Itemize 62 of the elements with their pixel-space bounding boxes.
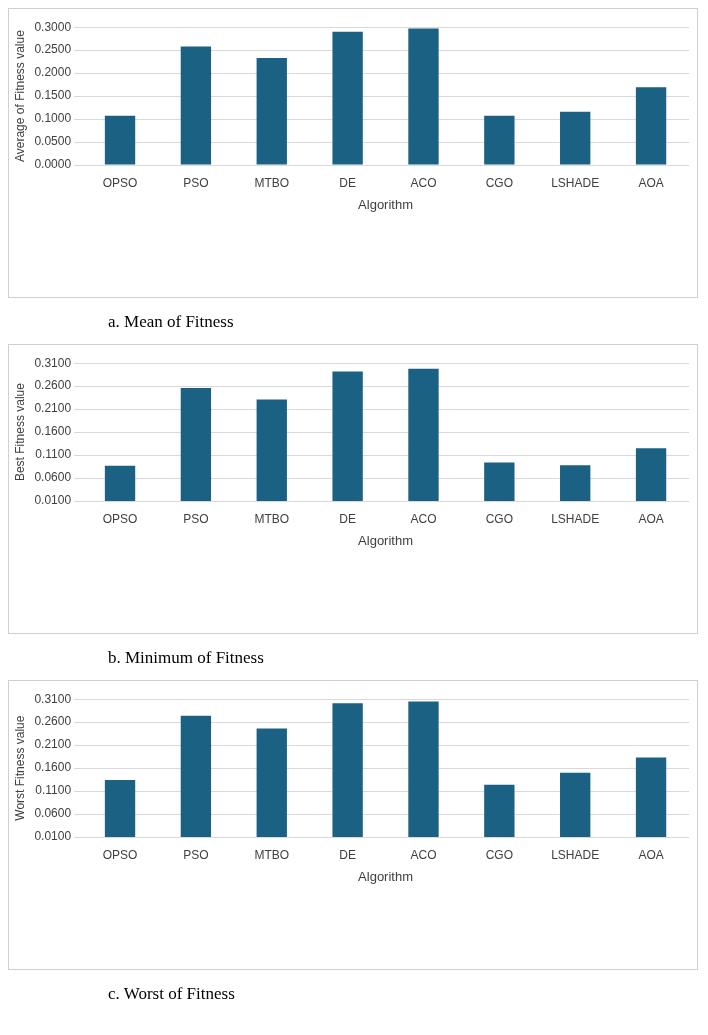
x-tick-label: CGO	[485, 175, 514, 190]
y-tick-label: 0.0100	[34, 493, 72, 508]
y-tick-label: 0.0100	[34, 829, 72, 844]
x-tick-label: PSO	[183, 175, 209, 190]
bar	[180, 46, 212, 165]
x-tick-label: MTBO	[254, 847, 290, 862]
bar	[104, 115, 136, 165]
bar	[560, 111, 591, 165]
y-tick-label: 0.0600	[34, 470, 72, 485]
y-tick-label: 0.1600	[34, 760, 72, 775]
x-tick-label: MTBO	[254, 175, 290, 190]
y-tick-label: 0.1100	[35, 447, 72, 462]
x-tick-label: CGO	[485, 847, 514, 862]
bar	[408, 28, 439, 165]
bar	[256, 57, 287, 165]
text: a. Mean of Fitness	[108, 312, 235, 332]
x-axis-title: Algorithm	[358, 868, 414, 884]
y-tick-label: 0.2500	[34, 42, 72, 57]
y-tick-label: 0.1600	[34, 424, 72, 439]
bar	[332, 31, 363, 165]
x-axis-title: Algorithm	[358, 532, 414, 548]
x-tick-label: DE	[339, 511, 356, 526]
x-tick-label: DE	[339, 175, 356, 190]
x-tick-label: LSHADE	[551, 847, 600, 862]
x-axis-title: Algorithm	[358, 196, 414, 212]
x-tick-label: AOA	[638, 847, 664, 862]
y-tick-label: 0.0000	[34, 157, 72, 172]
x-tick-label: AOA	[638, 175, 664, 190]
y-tick-label: 0.0500	[34, 134, 72, 149]
y-tick-label: 0.2000	[34, 65, 72, 80]
x-tick-label: ACO	[410, 511, 437, 526]
x-tick-label: LSHADE	[551, 175, 600, 190]
y-tick-label: 0.2600	[34, 714, 72, 729]
x-tick-label: DE	[339, 847, 356, 862]
y-tick-label: 0.3100	[34, 691, 72, 706]
x-tick-label: AOA	[638, 511, 664, 526]
x-tick-label: PSO	[183, 847, 209, 862]
text: c. Worst of Fitness	[108, 984, 236, 1004]
y-tick-label: 0.1000	[34, 111, 72, 126]
x-tick-label: CGO	[485, 511, 514, 526]
y-tick-label: 0.2600	[34, 378, 72, 393]
y-tick-label: 0.1500	[34, 88, 72, 103]
y-tick-label: 0.2100	[34, 737, 72, 752]
y-axis-title: Average of Fitness value	[12, 29, 27, 163]
text: b. Minimum of Fitness	[108, 648, 265, 668]
x-tick-label: ACO	[410, 847, 437, 862]
y-tick-label: 0.0600	[34, 806, 72, 821]
x-tick-label: OPSO	[102, 847, 138, 862]
bar	[484, 115, 515, 165]
y-tick-label: 0.1100	[35, 783, 72, 798]
y-axis-title: Worst Fitness value	[12, 715, 27, 821]
x-tick-label: LSHADE	[551, 511, 600, 526]
y-tick-label: 0.3100	[34, 355, 72, 370]
x-tick-label: MTBO	[254, 511, 290, 526]
y-axis-title: Best Fitness value	[12, 382, 27, 482]
y-tick-label: 0.2100	[34, 401, 72, 416]
x-tick-label: OPSO	[102, 175, 138, 190]
x-tick-label: OPSO	[102, 511, 138, 526]
x-tick-label: PSO	[183, 511, 209, 526]
x-tick-label: ACO	[410, 175, 437, 190]
bar	[635, 87, 667, 165]
y-tick-label: 0.3000	[34, 19, 72, 34]
